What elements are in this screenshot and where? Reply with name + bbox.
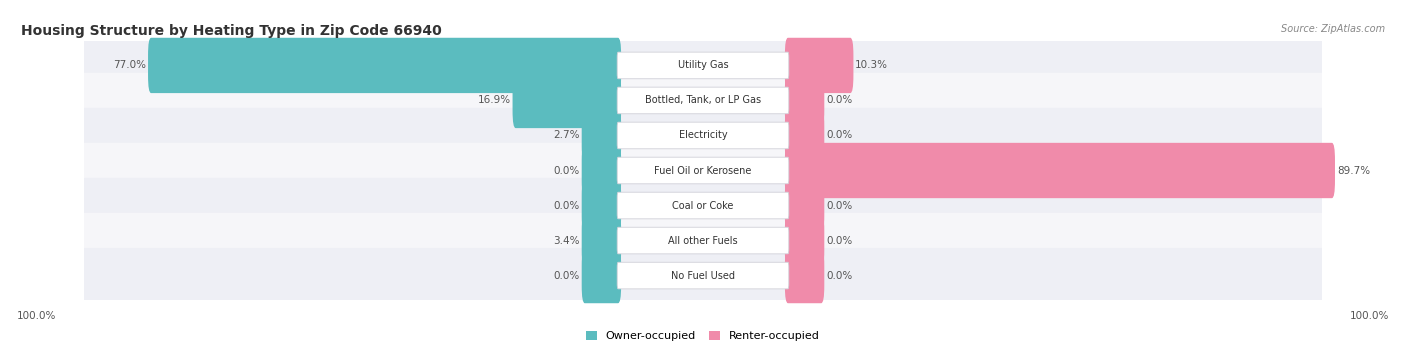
Text: 0.0%: 0.0% [554,270,579,281]
FancyBboxPatch shape [785,248,824,303]
Text: 0.0%: 0.0% [827,201,852,210]
Text: Electricity: Electricity [679,131,727,140]
FancyBboxPatch shape [785,38,853,93]
FancyBboxPatch shape [83,73,1323,128]
Text: 89.7%: 89.7% [1337,165,1369,176]
Text: 0.0%: 0.0% [554,201,579,210]
FancyBboxPatch shape [83,38,1323,93]
FancyBboxPatch shape [617,262,789,289]
FancyBboxPatch shape [785,213,824,268]
FancyBboxPatch shape [83,248,1323,303]
FancyBboxPatch shape [785,143,1334,198]
FancyBboxPatch shape [83,213,1323,268]
Text: 0.0%: 0.0% [827,236,852,246]
FancyBboxPatch shape [617,122,789,149]
Text: Bottled, Tank, or LP Gas: Bottled, Tank, or LP Gas [645,95,761,105]
FancyBboxPatch shape [582,178,621,233]
Text: Coal or Coke: Coal or Coke [672,201,734,210]
Text: 3.4%: 3.4% [554,236,579,246]
Text: 0.0%: 0.0% [827,95,852,105]
Text: 10.3%: 10.3% [855,60,889,71]
FancyBboxPatch shape [582,248,621,303]
FancyBboxPatch shape [83,178,1323,233]
Text: 77.0%: 77.0% [114,60,146,71]
Text: 0.0%: 0.0% [554,165,579,176]
Text: No Fuel Used: No Fuel Used [671,270,735,281]
Text: 0.0%: 0.0% [827,270,852,281]
FancyBboxPatch shape [582,213,621,268]
Text: 100.0%: 100.0% [17,311,56,321]
Text: Housing Structure by Heating Type in Zip Code 66940: Housing Structure by Heating Type in Zip… [21,24,441,38]
FancyBboxPatch shape [617,157,789,184]
FancyBboxPatch shape [617,227,789,254]
FancyBboxPatch shape [785,73,824,128]
FancyBboxPatch shape [617,52,789,79]
Text: 2.7%: 2.7% [554,131,579,140]
FancyBboxPatch shape [148,38,621,93]
FancyBboxPatch shape [582,143,621,198]
Text: Source: ZipAtlas.com: Source: ZipAtlas.com [1281,24,1385,34]
Text: 16.9%: 16.9% [478,95,510,105]
Text: Utility Gas: Utility Gas [678,60,728,71]
Legend: Owner-occupied, Renter-occupied: Owner-occupied, Renter-occupied [586,331,820,341]
FancyBboxPatch shape [785,178,824,233]
FancyBboxPatch shape [582,108,621,163]
Text: 0.0%: 0.0% [827,131,852,140]
FancyBboxPatch shape [83,143,1323,198]
FancyBboxPatch shape [83,108,1323,163]
Text: All other Fuels: All other Fuels [668,236,738,246]
Text: Fuel Oil or Kerosene: Fuel Oil or Kerosene [654,165,752,176]
FancyBboxPatch shape [785,108,824,163]
FancyBboxPatch shape [513,73,621,128]
FancyBboxPatch shape [617,87,789,114]
FancyBboxPatch shape [617,192,789,219]
Text: 100.0%: 100.0% [1350,311,1389,321]
